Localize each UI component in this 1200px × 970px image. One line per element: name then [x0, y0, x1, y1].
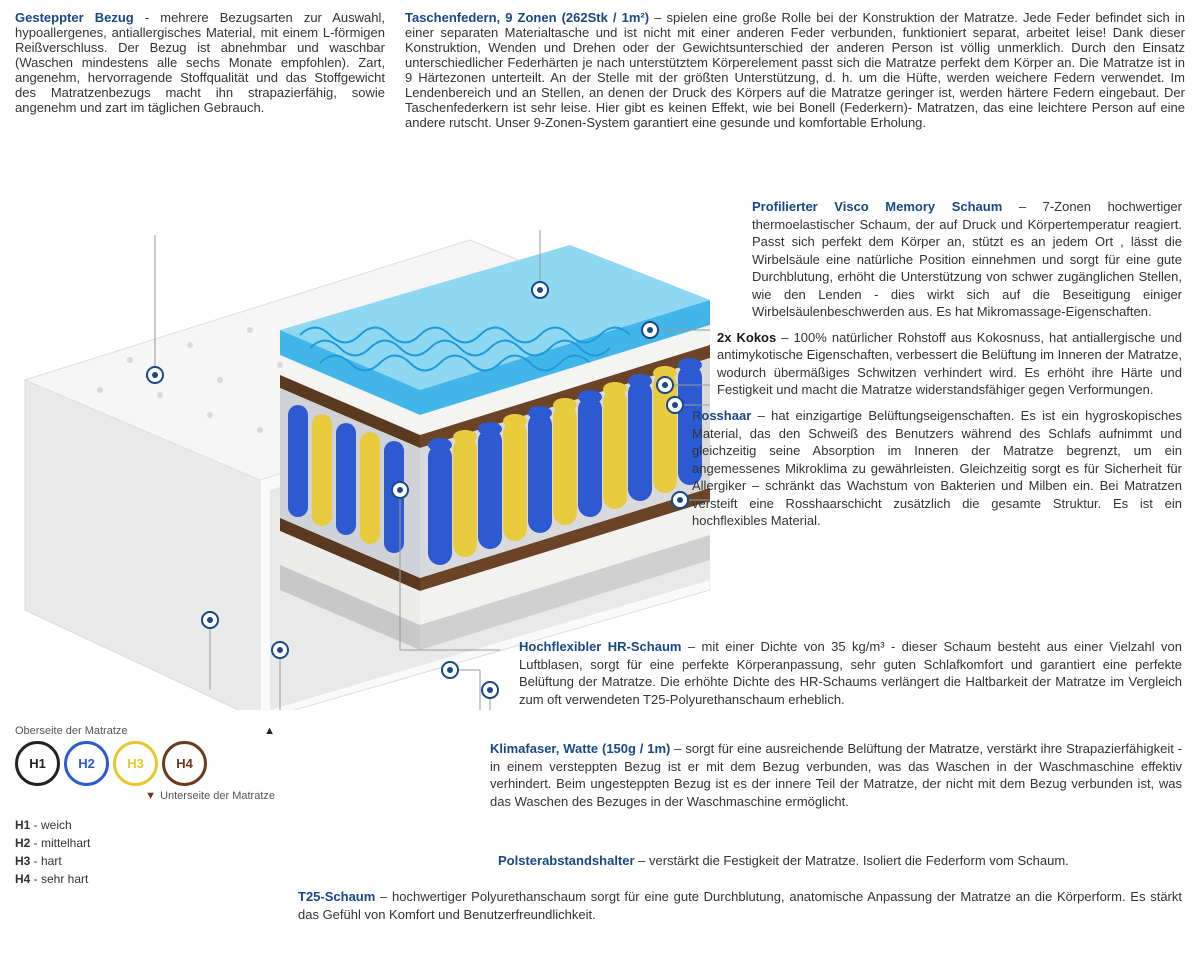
feature-visco-title: Profilierter Visco Memory Schaum: [752, 199, 1002, 214]
marker-rosshaar: [671, 491, 689, 509]
feature-klima-title: Klimafaser, Watte (150g / 1m): [490, 741, 670, 756]
feature-hr: Hochflexibler HR-Schaum – mit einer Dich…: [519, 638, 1182, 716]
hardness-def-h2-text: - mittelhart: [30, 836, 90, 850]
marker-springs: [531, 281, 549, 299]
hardness-bottom-label: Unterseite der Matratze: [160, 790, 275, 802]
feature-rosshaar-text: – hat einzigartige Belüftungseigenschaft…: [692, 408, 1182, 528]
cover-title: Gesteppter Bezug: [15, 10, 134, 25]
feature-t25-text: – hochwertiger Polyurethanschaum sorgt f…: [298, 889, 1182, 922]
cover-text: - mehrere Bezugsarten zur Auswahl, hypoa…: [15, 10, 385, 115]
springs-description: Taschenfedern, 9 Zonen (262Stk / 1m²) – …: [405, 10, 1185, 130]
hardness-circles: H1 H2 H3 H4: [15, 741, 275, 786]
marker-visco: [641, 321, 659, 339]
hardness-def-h4-text: - sehr hart: [30, 872, 88, 886]
marker-t25: [271, 641, 289, 659]
feature-t25: T25-Schaum – hochwertiger Polyurethansch…: [298, 888, 1182, 931]
hardness-def-h3-text: - hart: [30, 854, 61, 868]
feature-kokos-text: – 100% natürlicher Rohstoff aus Kokosnus…: [717, 330, 1182, 398]
cover-description: Gesteppter Bezug - mehrere Bezugsarten z…: [15, 10, 385, 130]
feature-hr-title: Hochflexibler HR-Schaum: [519, 639, 681, 654]
feature-visco: Profilierter Visco Memory Schaum – 7-Zon…: [752, 198, 1182, 321]
feature-klima: Klimafaser, Watte (150g / 1m) – sorgt fü…: [490, 740, 1182, 818]
marker-kokos2: [666, 396, 684, 414]
right-feature-column: Profilierter Visco Memory Schaum – 7-Zon…: [752, 198, 1182, 538]
hardness-h2: H2: [64, 741, 109, 786]
springs-title: Taschenfedern, 9 Zonen (262Stk / 1m²): [405, 10, 649, 25]
springs-text: – spielen eine große Rolle bei der Konst…: [405, 10, 1185, 130]
hardness-def-h1-text: - weich: [30, 818, 71, 832]
hardness-h4: H4: [162, 741, 207, 786]
hardness-top-label: Oberseite der Matratze: [15, 725, 128, 737]
marker-side: [201, 611, 219, 629]
marker-kokos: [656, 376, 674, 394]
feature-t25-title: T25-Schaum: [298, 889, 375, 904]
hardness-def-h1-key: H1: [15, 818, 30, 832]
feature-polster-text: – verstärkt die Festigkeit der Matratze.…: [635, 853, 1069, 868]
triangle-up-icon: ▲: [264, 725, 275, 737]
hardness-definitions: H1 - weich H2 - mittelhart H3 - hart H4 …: [15, 816, 275, 888]
hardness-h3: H3: [113, 741, 158, 786]
top-text-columns: Gesteppter Bezug - mehrere Bezugsarten z…: [15, 10, 1185, 130]
feature-polster: Polsterabstandshalter – verstärkt die Fe…: [498, 852, 1182, 878]
hardness-def-h2-key: H2: [15, 836, 30, 850]
hardness-def-h4-key: H4: [15, 872, 30, 886]
hardness-legend: Oberseite der Matratze ▲ H1 H2 H3 H4 ▼ U…: [15, 725, 275, 888]
feature-kokos-title: 2x Kokos: [717, 330, 776, 345]
feature-kokos: 2x Kokos – 100% natürlicher Rohstoff aus…: [717, 329, 1182, 399]
marker-cover: [146, 366, 164, 384]
feature-rosshaar: Rosshaar – hat einzigartige Belüftungsei…: [692, 407, 1182, 530]
feature-polster-title: Polsterabstandshalter: [498, 853, 635, 868]
marker-klima: [441, 661, 459, 679]
marker-polster: [481, 681, 499, 699]
hardness-def-h3-key: H3: [15, 854, 30, 868]
hardness-h1: H1: [15, 741, 60, 786]
triangle-down-icon: ▼: [145, 790, 156, 802]
feature-visco-text: – 7-Zonen hochwertiger thermoelastischer…: [752, 199, 1182, 319]
feature-rosshaar-title: Rosshaar: [692, 408, 751, 423]
marker-hr: [391, 481, 409, 499]
